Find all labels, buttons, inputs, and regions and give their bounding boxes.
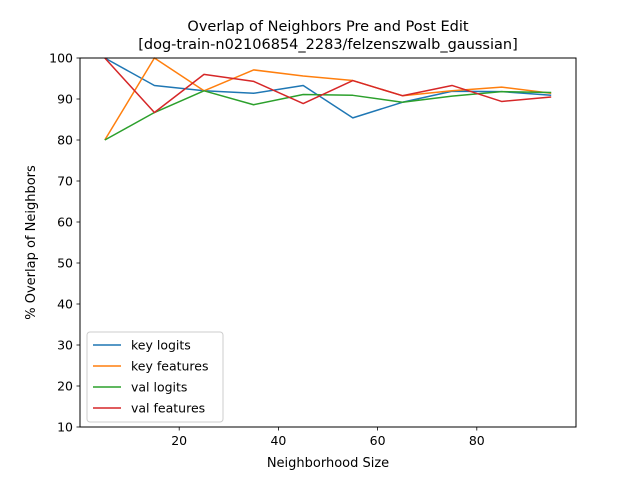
y-tick-label: 20: [57, 379, 73, 394]
series-line-val-logits: [104, 90, 552, 141]
chart-title-line-2: [dog-train-n02106854_2283/felzenszwalb_g…: [138, 37, 518, 53]
y-axis-label: % Overlap of Neighbors: [24, 165, 39, 320]
chart-title-line-1: Overlap of Neighbors Pre and Post Edit: [187, 19, 468, 35]
y-tick-label: 50: [57, 256, 73, 271]
axes-frame: [79, 57, 577, 428]
y-tick-label: 10: [57, 420, 73, 435]
x-tick-label: 60: [370, 433, 386, 448]
series-line-key-features: [104, 57, 552, 141]
y-tick-label: 70: [57, 174, 73, 189]
y-axis: 10 20 30 40 50 60 70 80 90 100: [49, 51, 80, 435]
legend-label: val logits: [131, 380, 187, 395]
y-tick-label: 100: [49, 51, 73, 66]
y-tick-label: 30: [57, 338, 73, 353]
y-tick-label: 90: [57, 92, 73, 107]
legend-label: key features: [131, 359, 209, 374]
x-axis: 20 40 60 80: [171, 427, 485, 448]
y-tick-label: 60: [57, 215, 73, 230]
series-line-val-features: [104, 57, 552, 114]
legend-label: val features: [131, 401, 205, 416]
plot-area: [104, 57, 552, 141]
x-tick-label: 40: [270, 433, 286, 448]
y-tick-label: 40: [57, 297, 73, 312]
series-line-key-logits: [104, 57, 552, 119]
legend-box: [86, 331, 224, 423]
legend: key logits key features val logits val feat…: [86, 331, 224, 423]
x-axis-label: Neighborhood Size: [267, 456, 389, 471]
legend-label: key logits: [131, 338, 191, 353]
x-tick-label: 20: [171, 433, 187, 448]
x-tick-label: 80: [469, 433, 485, 448]
y-tick-label: 80: [57, 133, 73, 148]
